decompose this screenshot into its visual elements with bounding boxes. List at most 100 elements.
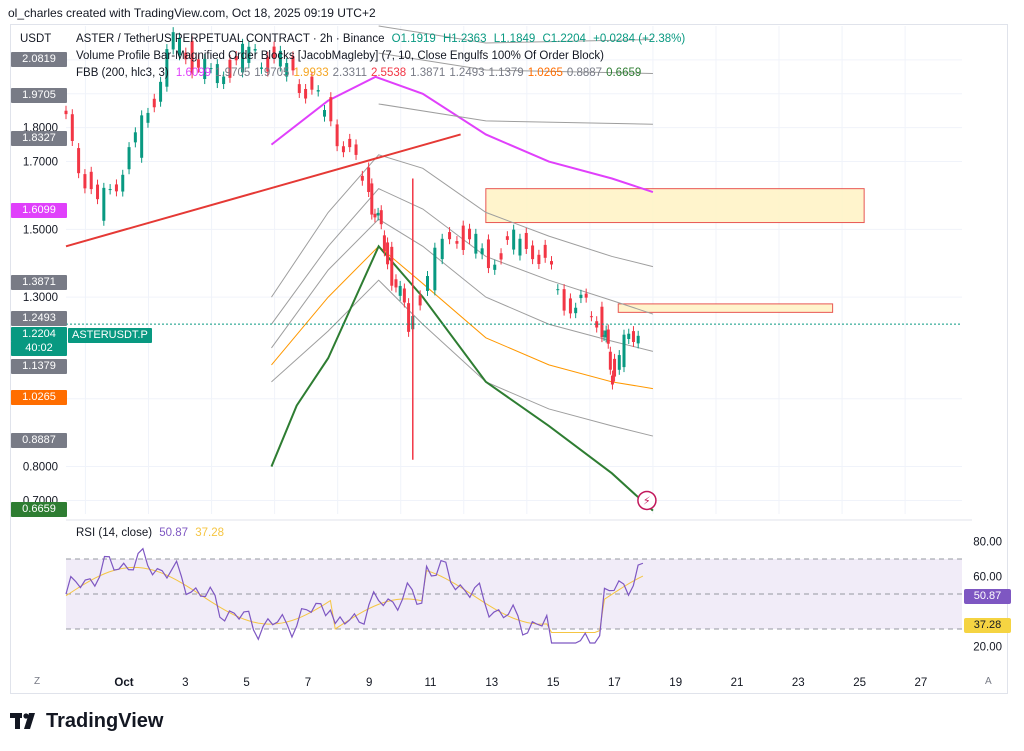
x-tick-label: 21 [731,677,744,689]
candle-body [627,333,631,339]
candle-body [448,232,452,240]
candle-body [146,112,150,123]
candle-body [184,52,188,60]
candle-body [253,49,257,51]
y-tick-label: 1.8000 [23,123,58,135]
candle-body [228,59,232,78]
rsi-band [66,559,962,629]
y-tick-label: 1.7000 [23,157,58,169]
candle-body [486,239,490,269]
candle-body [70,114,74,141]
legend-title: ASTER / TetherUS PERPETUAL CONTRACT · 2h… [76,33,385,45]
candle-body [386,242,390,265]
fbb-upper-band [378,52,653,74]
candle-body [108,189,112,191]
candle-body [373,213,377,218]
auto-scale-corner[interactable]: A [985,676,992,687]
price-tag: 1.2493 [11,311,67,326]
price-tag: 0.6659 [11,502,67,517]
x-tick-label: 7 [305,677,311,689]
candle-body [304,88,308,99]
candle-body [291,56,295,71]
candle-body [474,233,478,254]
candle-body [285,63,289,77]
candle-body [102,187,106,221]
candle-body [606,329,610,344]
legend-fbb-value: 2.3311 [332,67,367,79]
candle-body [234,56,238,61]
candle-body [323,110,327,117]
x-tick-label: 19 [669,677,682,689]
candle-body [579,294,583,299]
x-tick-label: 27 [915,677,928,689]
candle-body [382,235,386,252]
legend-change: +0.0284 (+2.38%) [593,33,686,45]
candle-body [278,50,282,67]
candle-body [335,124,339,147]
candle-body [341,146,345,153]
candle-body [398,285,402,296]
legend-open: O1.1919 [391,33,436,45]
fbb-upper-band [378,25,653,44]
tradingview-logo-icon [10,712,40,731]
rsi-line [65,547,644,644]
chart-header: ol_charles created with TradingView.com,… [8,6,376,20]
legend-fbb-value: 1.3871 [410,67,446,79]
candle-body [354,144,358,155]
candle-body [524,232,528,249]
candle-body [631,331,635,342]
rsi-value: 50.87 [159,527,189,539]
zoom-corner[interactable]: Z [34,676,41,687]
x-tick-label: Oct [114,677,133,689]
candle-body [89,171,93,190]
price-tag: 1.1379 [11,359,67,374]
price-tag: 1.6099 [11,203,67,218]
price-tag: 1.3871 [11,275,67,290]
candle-body [584,293,588,298]
candle-body [518,238,522,256]
x-tick-label: 25 [853,677,866,689]
candle-body [589,316,593,318]
candle-body [114,184,118,192]
candle-body [329,97,333,122]
candle-body [468,228,472,240]
rsi-tick-label: 20.00 [973,642,1002,654]
rsi-ma-value: 37.28 [195,527,225,539]
chart-canvas[interactable]: ⚡ 80.00 60.00 20.00 Oct 3 5 7 9 11 13 15 17 19 21 23 2… [10,24,1008,694]
candle-body [316,90,320,92]
candle-body [455,241,459,244]
candle-body [574,307,578,314]
legend-fbb-value: 0.6659 [606,67,642,79]
fbb-upper-band [378,103,653,125]
candle-body [177,37,181,56]
candle-body [531,245,535,260]
candle-body [367,167,371,193]
rsi-legend: RSI (14, close) 50.87 37.28 [76,527,228,539]
candle-body [608,351,612,370]
candle-body [165,49,169,87]
candle-body [595,321,599,328]
candle-body [394,279,398,288]
chart-frame [10,24,1008,694]
x-tick-label: 5 [243,677,249,689]
legend-fbb-value: 1.0265 [527,67,563,79]
candle-body [133,132,137,143]
rsi-label: RSI (14, close) [76,527,153,539]
price-tag: 1.0265 [11,390,67,405]
x-tick-label: 3 [182,677,188,689]
candle-body [433,247,437,291]
rsi-ma-tag: 37.28 [964,618,1011,633]
candle-body [604,330,608,338]
legend-fbb-label: FBB (200, hlc3, 3) [76,67,169,79]
rsi-tick-label: 60.00 [973,572,1002,584]
candle-body [600,306,604,338]
fbb-band-line [271,218,654,352]
legend-fbb-value: 1.1379 [488,67,524,79]
candle-body [425,276,429,291]
order-block [617,303,834,313]
candle-body [480,248,484,255]
candle-body [402,288,406,303]
candle-body [440,238,444,260]
brand-name: TradingView [46,710,164,732]
fbb-band-line [270,244,654,512]
